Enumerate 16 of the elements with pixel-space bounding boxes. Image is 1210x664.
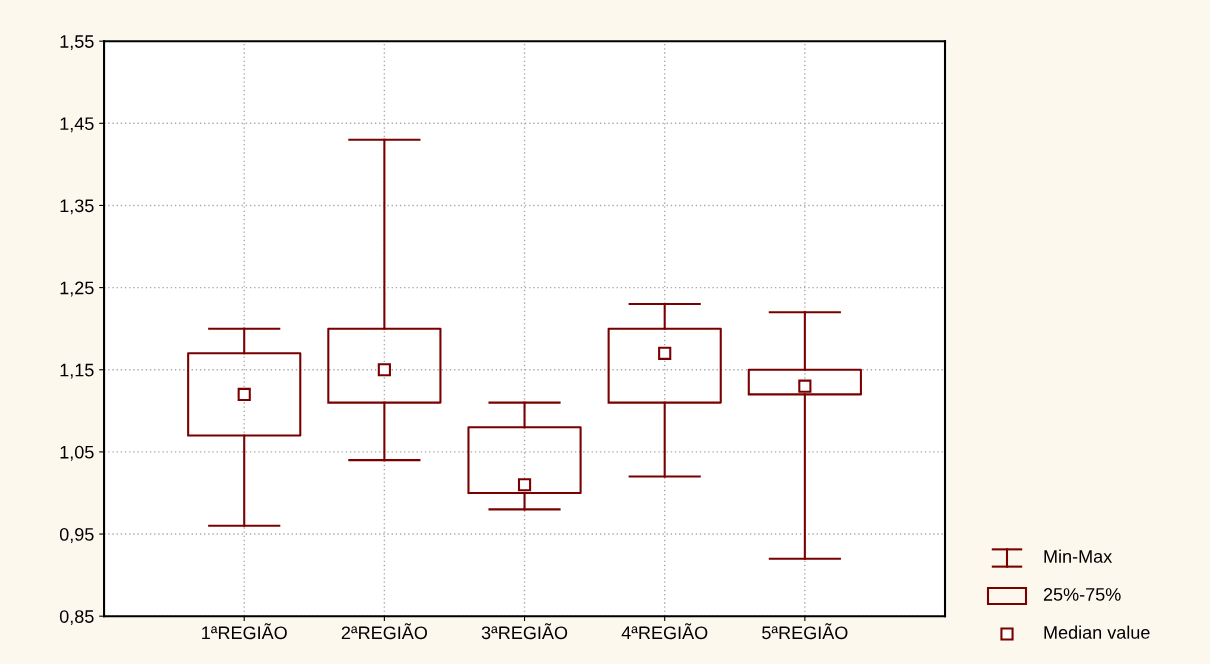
x-tick-label: 3ªREGIÃO xyxy=(481,623,568,640)
y-tick-label: 1,25 xyxy=(60,281,94,297)
x-tick-label: 2ªREGIÃO xyxy=(341,623,427,640)
x-tick-label: 4ªREGIÃO xyxy=(621,623,708,640)
y-tick-label: 0,95 xyxy=(59,527,94,543)
text: Min-Max xyxy=(1044,549,1113,563)
y-tick-label: 1,35 xyxy=(60,199,94,215)
y-tick-label: 1,05 xyxy=(60,445,94,461)
x-tick-label: 5ªREGIÃO xyxy=(762,623,848,640)
y-tick-label: 1,55 xyxy=(60,35,94,51)
y-tick-label: 1,15 xyxy=(60,363,94,379)
text: Median value xyxy=(1044,625,1150,639)
x-tick-label: 1ªREGIÃO xyxy=(202,623,287,640)
y-tick-label: 0,85 xyxy=(59,610,94,626)
text: 25%-75% xyxy=(1043,588,1121,601)
y-tick-label: 1,45 xyxy=(60,117,94,133)
